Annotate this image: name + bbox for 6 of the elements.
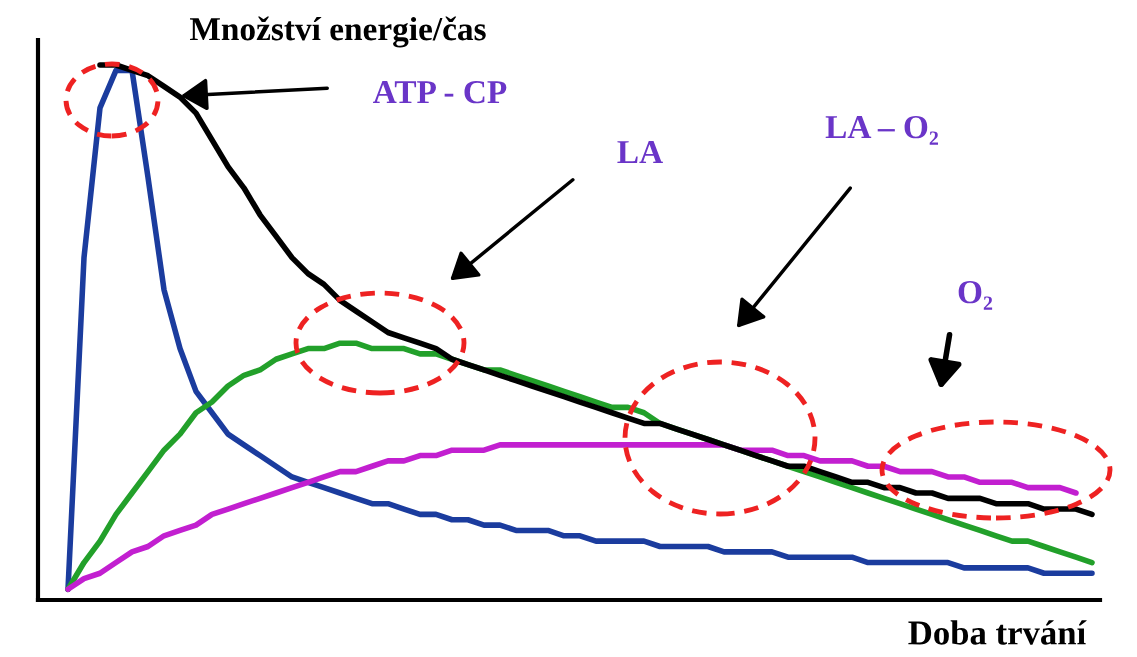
x-axis-title: Doba trvání [908, 620, 1087, 645]
annotation: O₂ [958, 280, 993, 310]
annotation: ATP - CP [373, 80, 507, 104]
y-axis-title: Množství energie/čas [189, 16, 486, 48]
annotation: LA – O₂ [825, 115, 939, 145]
annotation: LA [617, 141, 663, 164]
